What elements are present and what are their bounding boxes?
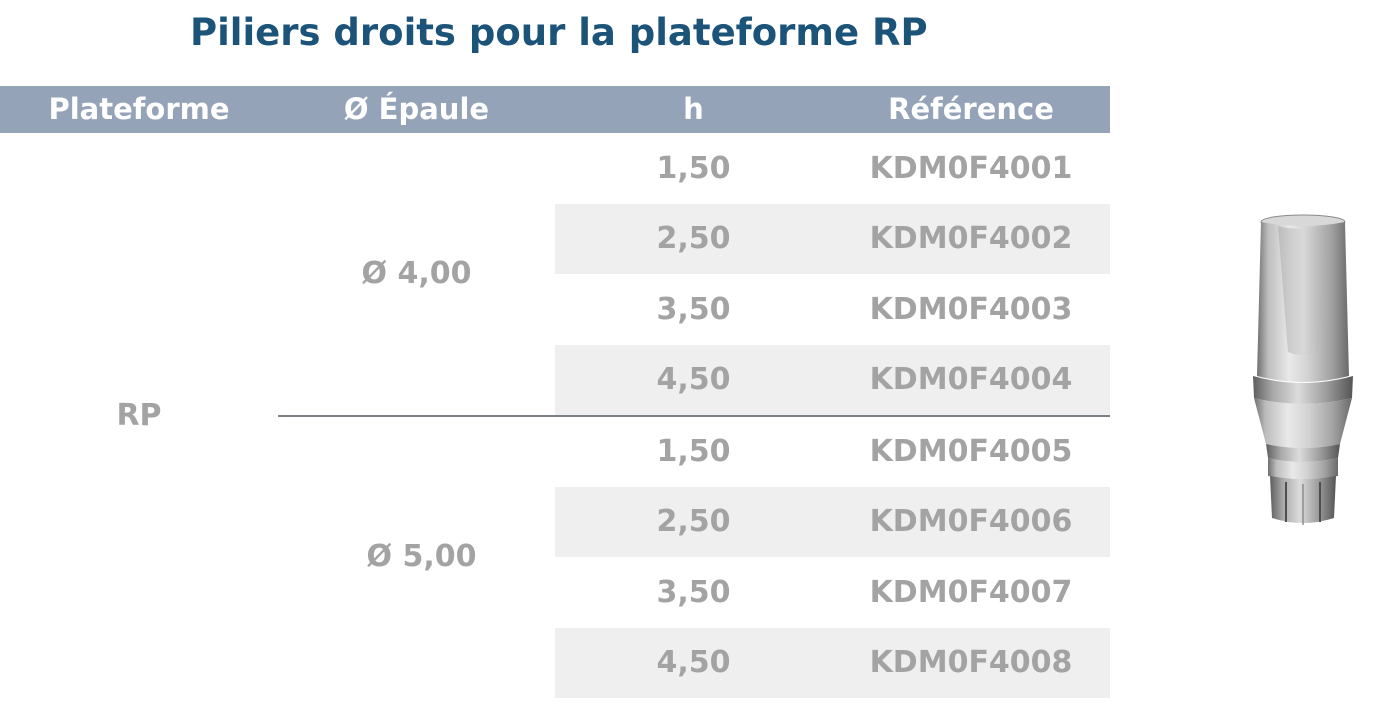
reference-cell: KDM0F4004 — [869, 362, 1073, 397]
h-cell: 3,50 — [656, 575, 731, 610]
table-row: 1,50 KDM0F4005 — [555, 417, 1110, 487]
h-cell: 2,50 — [656, 221, 731, 256]
reference-cell: KDM0F4005 — [869, 434, 1073, 469]
h-cell: 4,50 — [656, 362, 731, 397]
h-cell: 2,50 — [656, 504, 731, 539]
page-title: Piliers droits pour la plateforme RP — [190, 11, 928, 54]
table-header: Plateforme Ø Épaule h Référence — [0, 86, 1110, 133]
reference-cell: KDM0F4003 — [869, 292, 1073, 327]
table-row: 1,50 KDM0F4001 — [555, 134, 1110, 204]
table-row: 4,50 KDM0F4004 — [555, 345, 1110, 415]
epaule-cell-group-2: Ø 5,00 — [366, 539, 477, 574]
table-row: 3,50 KDM0F4007 — [555, 558, 1110, 628]
group-divider — [278, 415, 1110, 417]
h-cell: 3,50 — [656, 292, 731, 327]
h-cell: 4,50 — [656, 645, 731, 680]
table-row: 3,50 KDM0F4003 — [555, 275, 1110, 345]
epaule-cell-group-1: Ø 4,00 — [361, 256, 472, 291]
reference-cell: KDM0F4002 — [869, 221, 1073, 256]
header-reference: Référence — [888, 92, 1054, 126]
header-h: h — [683, 92, 704, 126]
header-plateforme: Plateforme — [48, 92, 230, 126]
reference-cell: KDM0F4007 — [869, 575, 1073, 610]
reference-cell: KDM0F4008 — [869, 645, 1073, 680]
header-epaule: Ø Épaule — [343, 92, 490, 126]
table-row: 2,50 KDM0F4002 — [555, 204, 1110, 274]
reference-cell: KDM0F4001 — [869, 151, 1073, 186]
h-cell: 1,50 — [656, 434, 731, 469]
straight-abutment-icon — [1253, 214, 1353, 525]
plateforme-cell: RP — [116, 398, 162, 433]
reference-cell: KDM0F4006 — [869, 504, 1073, 539]
table-row: 4,50 KDM0F4008 — [555, 628, 1110, 698]
table-row: 2,50 KDM0F4006 — [555, 487, 1110, 557]
h-cell: 1,50 — [656, 151, 731, 186]
